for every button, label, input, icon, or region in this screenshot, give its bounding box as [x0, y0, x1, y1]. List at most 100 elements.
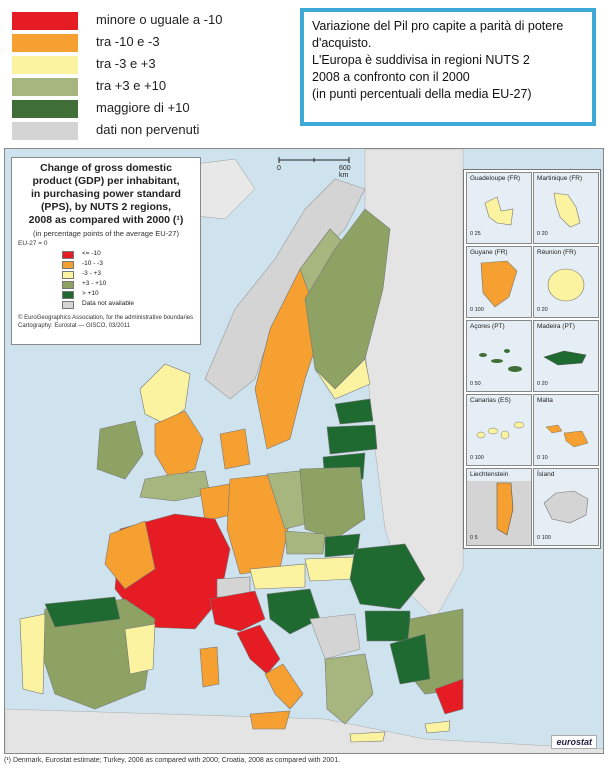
top-legend-item: maggiore di +10 [12, 98, 282, 120]
legend-swatch [62, 261, 74, 269]
sicily-region [249, 710, 291, 730]
turkey-south-region [434, 678, 464, 715]
map-legend-item: > +10 [18, 290, 194, 300]
credit-line: © EuroGeographics Association, for the a… [18, 315, 194, 321]
inset-name: Réunion (FR) [537, 249, 577, 256]
legend-label: +3 - +10 [82, 280, 107, 287]
legend-label: tra +3 e +10 [96, 78, 167, 93]
inset-name: Açores (PT) [470, 323, 505, 330]
ireland-region [96, 420, 144, 480]
romania-region [349, 543, 426, 610]
map-legend-item: +3 - +10 [18, 280, 194, 290]
italy-central-region [236, 624, 281, 675]
spain-east-region [124, 623, 156, 675]
inset-shape [547, 268, 585, 302]
inset-shape [553, 192, 581, 228]
inset-name: Guadeloupe (FR) [470, 175, 521, 182]
inset-malta: Malta 0 10 [533, 394, 599, 466]
map-legend-item: <= -10 [18, 250, 194, 260]
legend-swatch [62, 281, 74, 289]
italy-south-region [264, 663, 304, 710]
europe-map: 0 600 km Change of gross domestic produc… [4, 148, 604, 754]
legend-label: dati non pervenuti [96, 122, 200, 137]
cyprus-region [424, 720, 451, 734]
legend-label: minore o uguale a -10 [96, 12, 223, 27]
inset-scale: 0 50 [470, 381, 481, 387]
legend-swatch [62, 271, 74, 279]
inset-shape [480, 260, 518, 308]
legend-swatch [62, 301, 74, 309]
sardinia-region [199, 646, 220, 688]
inset-shape [545, 424, 589, 448]
legend-label: > +10 [82, 290, 99, 297]
inset-scale: 0 20 [537, 381, 548, 387]
inset-name: Martinique (FR) [537, 175, 583, 182]
legend-swatch [62, 251, 74, 259]
inset-guadeloupe: Guadeloupe (FR) 0 25 [466, 172, 532, 244]
balkans-region [309, 613, 361, 660]
top-legend-item: tra +3 e +10 [12, 76, 282, 98]
inset-scale: 0 20 [537, 307, 548, 313]
legend-swatch [12, 34, 78, 52]
legend-swatch [12, 122, 78, 140]
crete-region [349, 731, 386, 743]
credit-line: Cartography: Eurostat — GISCO, 03/2011 [18, 323, 130, 329]
map-legend-subtitle: (in percentage points of the average EU-… [33, 229, 179, 238]
inset-shape [479, 349, 522, 372]
inset-martinique: Martinique (FR) 0 20 [533, 172, 599, 244]
inset-reunion: Réunion (FR) 0 20 [533, 246, 599, 318]
map-title-line: Change of gross domestic [40, 162, 172, 174]
inset-guyane: Guyane (FR) 0 100 [466, 246, 532, 318]
inset-name: Ísland [537, 471, 555, 478]
greece-region [324, 653, 374, 725]
latvia-region [326, 424, 378, 455]
inset-scale: 0 100 [537, 535, 551, 541]
legend-label: tra -3 e +3 [96, 56, 156, 71]
legend-label: <= -10 [82, 250, 101, 257]
uk-north-region [139, 363, 191, 425]
map-title-line: product (GDP) per inhabitant, [32, 175, 180, 187]
inset-scale: 0 20 [537, 231, 548, 237]
top-legend-item: tra -3 e +3 [12, 54, 282, 76]
info-line: L'Europa è suddivisa in regioni NUTS 2 [312, 53, 530, 67]
inset-name: Liechtenstein [470, 471, 509, 478]
info-line: d'acquisto. [312, 36, 372, 50]
finland-south-region [314, 358, 371, 400]
slovenia-croatia-region [266, 588, 321, 635]
inset-acores: Açores (PT) 0 50 [466, 320, 532, 392]
map-legend-items: <= -10 -10 - -3 -3 - +3 +3 - +10 > +10 D… [18, 250, 194, 310]
italy-north-region [209, 590, 266, 632]
footnote: (¹) Denmark, Eurostat estimate; Turkey, … [4, 757, 341, 764]
inset-liechtenstein: Liechtenstein 0 5 [466, 468, 532, 546]
inset-shape [543, 350, 587, 366]
non-eu-south [5, 708, 603, 753]
france-west-region [104, 520, 156, 590]
map-legend-ref: EU-27 = 0 [18, 240, 48, 247]
estonia-region [334, 398, 374, 425]
inset-panel: Guadeloupe (FR) 0 25 Martinique (FR) 0 2… [463, 169, 601, 549]
map-title-line: (PPS), by NUTS 2 regions, [40, 201, 172, 213]
info-box: Variazione del Pil pro capite a parità d… [300, 8, 596, 126]
hungary-region [304, 556, 356, 582]
info-line: (in punti percentuali della media EU-27) [312, 87, 532, 101]
inset-shape [467, 481, 531, 545]
map-title-line: in purchasing power standard [31, 188, 181, 200]
map-credit: © EuroGeographics Association, for the a… [18, 314, 194, 330]
top-legend-item: dati non pervenuti [12, 120, 282, 142]
scale-bar: 0 600 km [277, 155, 357, 179]
inset-scale: 0 10 [537, 455, 548, 461]
scale-bar-line [278, 157, 350, 163]
denmark-region [219, 428, 251, 470]
inset-scale: 0 25 [470, 231, 481, 237]
inset-scale: 0 100 [470, 307, 484, 313]
map-legend: Change of gross domestic product (GDP) p… [11, 157, 201, 345]
top-legend: minore o uguale a -10 tra -10 e -3 tra -… [12, 10, 282, 142]
legend-swatch [12, 56, 78, 74]
scale-start: 0 [277, 165, 281, 172]
inset-shape [484, 196, 514, 226]
eurostat-logo: eurostat [551, 735, 597, 749]
inset-madeira: Madeira (PT) 0 20 [533, 320, 599, 392]
inset-shape [543, 490, 589, 524]
map-legend-item: -3 - +3 [18, 270, 194, 280]
scale-end: 600 km [339, 165, 351, 179]
